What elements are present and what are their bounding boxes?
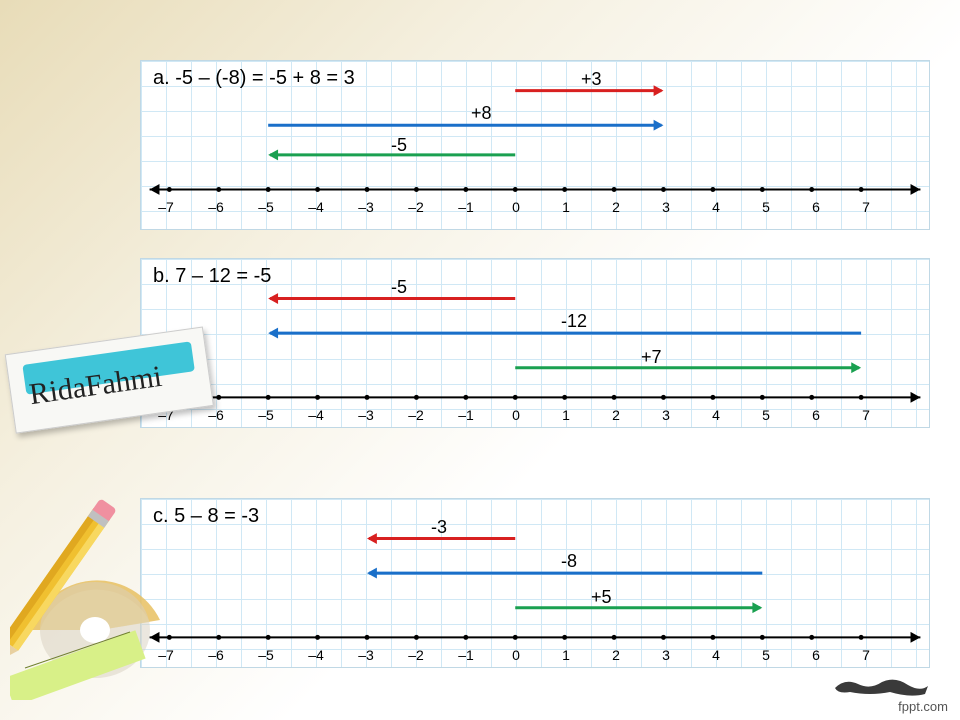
arrow-label-b-plus7: +7 bbox=[641, 347, 662, 368]
tick-label: 7 bbox=[862, 199, 870, 215]
tick-label: 1 bbox=[562, 199, 570, 215]
tick-label: 2 bbox=[612, 647, 620, 663]
tick-label: –4 bbox=[308, 407, 324, 423]
tick-label: –7 bbox=[158, 199, 174, 215]
arrow-label-a-plus8: +8 bbox=[471, 103, 492, 124]
tick-label: –5 bbox=[258, 407, 274, 423]
arrow-label-b-minus5: -5 bbox=[391, 277, 407, 298]
tick-label: 2 bbox=[612, 199, 620, 215]
arrow-label-c-minus3: -3 bbox=[431, 517, 447, 538]
tick-label: –3 bbox=[358, 407, 374, 423]
footer-credit: fppt.com bbox=[898, 699, 948, 714]
tick-label: 0 bbox=[512, 647, 520, 663]
tick-label: 3 bbox=[662, 647, 670, 663]
tick-label: –4 bbox=[308, 199, 324, 215]
tick-label: –3 bbox=[358, 199, 374, 215]
tick-label: –4 bbox=[308, 647, 324, 663]
tick-label: 6 bbox=[812, 647, 820, 663]
tick-label: 0 bbox=[512, 407, 520, 423]
ink-blotch-decoration bbox=[830, 670, 930, 700]
tick-label: –2 bbox=[408, 647, 424, 663]
stationery-illustration bbox=[10, 480, 160, 700]
tick-label: –7 bbox=[158, 647, 174, 663]
tick-label: –5 bbox=[258, 199, 274, 215]
tick-label: 5 bbox=[762, 199, 770, 215]
tick-label: 6 bbox=[812, 407, 820, 423]
tick-label: –3 bbox=[358, 647, 374, 663]
tick-label: 5 bbox=[762, 407, 770, 423]
tick-label: 1 bbox=[562, 407, 570, 423]
arrow-label-a-plus3: +3 bbox=[581, 69, 602, 90]
tick-label: –2 bbox=[408, 199, 424, 215]
arrow-label-b-minus12: -12 bbox=[561, 311, 587, 332]
number-line-panel-c: c. 5 – 8 = -3-3-8+5–7–6–5–4–3–2–10123456… bbox=[140, 498, 930, 668]
arrow-label-c-minus8: -8 bbox=[561, 551, 577, 572]
tick-label: 7 bbox=[862, 407, 870, 423]
tick-label: 4 bbox=[712, 199, 720, 215]
tick-label: –5 bbox=[258, 647, 274, 663]
tick-label: 0 bbox=[512, 199, 520, 215]
tick-label: 6 bbox=[812, 199, 820, 215]
tick-label: –2 bbox=[408, 407, 424, 423]
number-line-panel-b: b. 7 – 12 = -5-5-12+7–7–6–5–4–3–2–101234… bbox=[140, 258, 930, 428]
tick-label: –6 bbox=[208, 199, 224, 215]
tick-label: 4 bbox=[712, 647, 720, 663]
tick-label: 1 bbox=[562, 647, 570, 663]
tick-label: 2 bbox=[612, 407, 620, 423]
tick-label: 4 bbox=[712, 407, 720, 423]
tick-label: 5 bbox=[762, 647, 770, 663]
tick-label: 3 bbox=[662, 199, 670, 215]
tick-label: –1 bbox=[458, 407, 474, 423]
arrow-label-a-minus5: -5 bbox=[391, 135, 407, 156]
tick-label: 7 bbox=[862, 647, 870, 663]
tick-label: 3 bbox=[662, 407, 670, 423]
tick-label: –1 bbox=[458, 199, 474, 215]
tick-label: –1 bbox=[458, 647, 474, 663]
arrow-label-c-plus5: +5 bbox=[591, 587, 612, 608]
tick-label: –6 bbox=[208, 647, 224, 663]
number-line-panel-a: a. -5 – (-8) = -5 + 8 = 3+3+8-5–7–6–5–4–… bbox=[140, 60, 930, 230]
